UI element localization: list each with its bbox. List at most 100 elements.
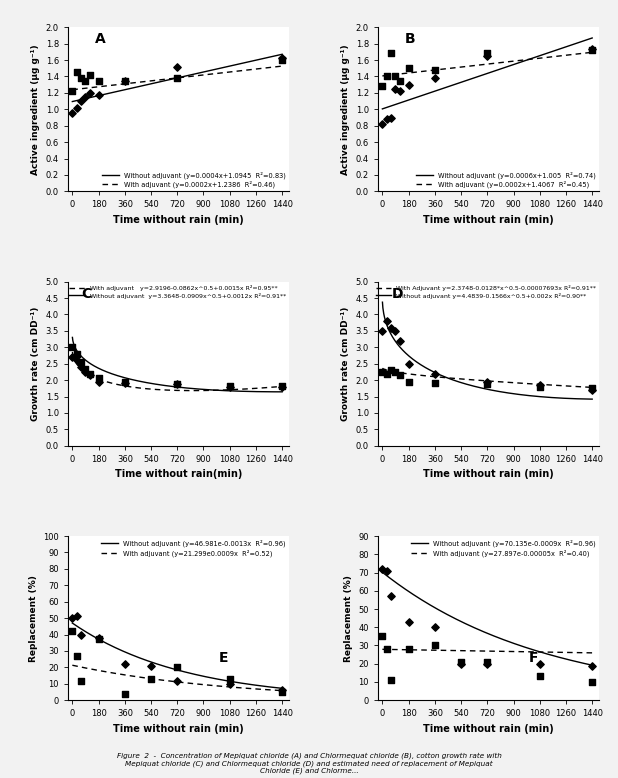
- Point: [277, 684, 287, 696]
- Point: [378, 630, 387, 643]
- Point: [80, 366, 90, 378]
- Point: [172, 378, 182, 391]
- Point: [391, 366, 400, 378]
- Point: [80, 363, 90, 375]
- Text: A: A: [95, 32, 105, 46]
- Text: E: E: [219, 651, 228, 665]
- Y-axis label: Growth rate (cm DD⁻¹): Growth rate (cm DD⁻¹): [31, 307, 40, 421]
- Point: [430, 377, 440, 389]
- Y-axis label: Active ingredient (μg g⁻¹): Active ingredient (μg g⁻¹): [31, 44, 40, 174]
- Text: D: D: [391, 286, 403, 300]
- Point: [120, 75, 130, 87]
- Point: [172, 661, 182, 674]
- Point: [535, 380, 544, 393]
- Point: [225, 673, 235, 685]
- Point: [85, 86, 95, 99]
- Point: [72, 66, 82, 79]
- X-axis label: Time without rain(min): Time without rain(min): [115, 469, 242, 479]
- Point: [120, 688, 130, 700]
- Point: [395, 75, 405, 87]
- Text: Figure  2  -  Concentration of Mepiquat chloride (A) and Chlormequat chloride (B: Figure 2 - Concentration of Mepiquat chl…: [117, 752, 501, 774]
- Text: C: C: [82, 286, 91, 300]
- Point: [482, 378, 492, 391]
- Point: [277, 52, 287, 65]
- Point: [587, 384, 597, 396]
- Point: [172, 378, 182, 391]
- Point: [85, 369, 95, 381]
- Text: F: F: [528, 651, 538, 665]
- Point: [120, 377, 130, 389]
- Point: [386, 364, 396, 377]
- Point: [76, 356, 86, 368]
- Point: [76, 675, 86, 687]
- Point: [587, 43, 597, 55]
- Point: [378, 80, 387, 93]
- Y-axis label: Growth rate (cm DD⁻¹): Growth rate (cm DD⁻¹): [341, 307, 350, 421]
- X-axis label: Time without rain (min): Time without rain (min): [113, 724, 244, 734]
- Legend: With adjuvant   y=2.9196-0.0862x^0.5+0.0015x R²=0.95**, Without adjuvant  y=3.36: With adjuvant y=2.9196-0.0862x^0.5+0.001…: [69, 285, 286, 299]
- Point: [277, 380, 287, 393]
- Point: [80, 91, 90, 103]
- Legend: Without adjuvant (y=0.0006x+1.005  R²=0.74), With adjuvant (y=0.0002x+1.4067  R²: Without adjuvant (y=0.0006x+1.005 R²=0.7…: [417, 171, 596, 188]
- Point: [395, 85, 405, 97]
- Point: [378, 117, 387, 130]
- Point: [67, 85, 77, 97]
- Point: [382, 315, 392, 328]
- Point: [94, 89, 104, 101]
- Point: [430, 621, 440, 633]
- Point: [587, 382, 597, 394]
- Legend: Without adjuvant (y=70.135e-0.0009x  R²=0.96), With adjuvant (y=27.897e-0.00005x: Without adjuvant (y=70.135e-0.0009x R²=0…: [412, 539, 596, 557]
- Point: [76, 629, 86, 641]
- Point: [120, 658, 130, 671]
- Point: [482, 656, 492, 668]
- Point: [94, 371, 104, 384]
- Point: [225, 678, 235, 690]
- Point: [85, 367, 95, 380]
- X-axis label: Time without rain (min): Time without rain (min): [113, 215, 244, 225]
- Point: [391, 324, 400, 337]
- Point: [482, 376, 492, 388]
- Point: [120, 376, 130, 388]
- Point: [391, 70, 400, 82]
- Point: [404, 643, 413, 655]
- Point: [76, 361, 86, 373]
- Point: [482, 50, 492, 62]
- Legend: Without adjuvant (y=0.0004x+1.0945  R²=0.83), With adjuvant (y=0.0002x+1.2386  R: Without adjuvant (y=0.0004x+1.0945 R²=0.…: [102, 171, 286, 188]
- Point: [76, 95, 86, 107]
- Point: [172, 675, 182, 687]
- Point: [225, 380, 235, 393]
- Legend: Without adjuvant (y=46.981e-0.0013x  R²=0.96), With adjuvant (y=21.299e0.0009x  : Without adjuvant (y=46.981e-0.0013x R²=0…: [101, 539, 286, 557]
- Point: [382, 367, 392, 380]
- Point: [94, 75, 104, 87]
- Point: [277, 685, 287, 698]
- Point: [535, 657, 544, 670]
- Point: [386, 590, 396, 602]
- Point: [386, 674, 396, 686]
- Point: [172, 61, 182, 73]
- Point: [395, 369, 405, 381]
- Point: [404, 79, 413, 91]
- Point: [67, 341, 77, 353]
- Point: [85, 68, 95, 81]
- Point: [395, 335, 405, 347]
- X-axis label: Time without rain (min): Time without rain (min): [423, 215, 554, 225]
- Point: [391, 82, 400, 95]
- Point: [535, 671, 544, 683]
- Point: [456, 657, 466, 670]
- X-axis label: Time without rain (min): Time without rain (min): [423, 724, 554, 734]
- Point: [378, 366, 387, 378]
- Point: [430, 72, 440, 84]
- Point: [404, 358, 413, 370]
- Y-axis label: Active ingredient (μg g⁻¹): Active ingredient (μg g⁻¹): [341, 44, 350, 174]
- Point: [67, 612, 77, 625]
- Point: [94, 633, 104, 646]
- Point: [382, 113, 392, 125]
- Point: [72, 650, 82, 662]
- Point: [67, 625, 77, 637]
- Point: [378, 324, 387, 337]
- Point: [225, 380, 235, 392]
- Point: [382, 565, 392, 577]
- Point: [386, 47, 396, 60]
- Point: [72, 101, 82, 114]
- Point: [386, 321, 396, 334]
